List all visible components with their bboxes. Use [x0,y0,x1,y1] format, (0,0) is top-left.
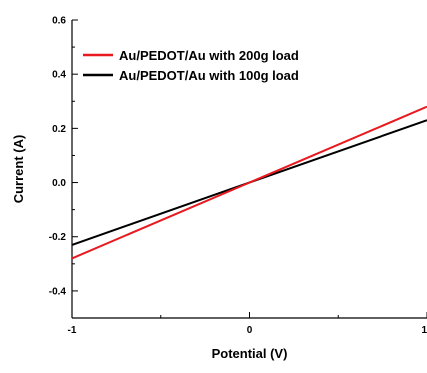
x-tick-label: 1 [421,325,427,336]
legend: Au/PEDOT/Au with 200g load Au/PEDOT/Au w… [83,48,299,83]
x-axis-title: Potential (V) [212,346,288,361]
legend-label-series-1: Au/PEDOT/Au with 200g load [119,48,299,63]
y-tick-label: 0.4 [52,70,66,81]
series-line-1 [71,105,427,260]
y-tick-label: -0.4 [49,286,67,297]
y-tick-label: 0.6 [52,16,66,27]
x-tick-label: -1 [68,325,77,336]
x-tick-label: 0 [247,325,253,336]
y-tick-label: -0.2 [49,232,67,243]
y-axis-title: Current (A) [11,135,26,204]
legend-label-series-2: Au/PEDOT/Au with 100g load [119,68,299,83]
y-tick-label: 0.0 [52,178,66,189]
y-tick-label: 0.2 [52,124,66,135]
